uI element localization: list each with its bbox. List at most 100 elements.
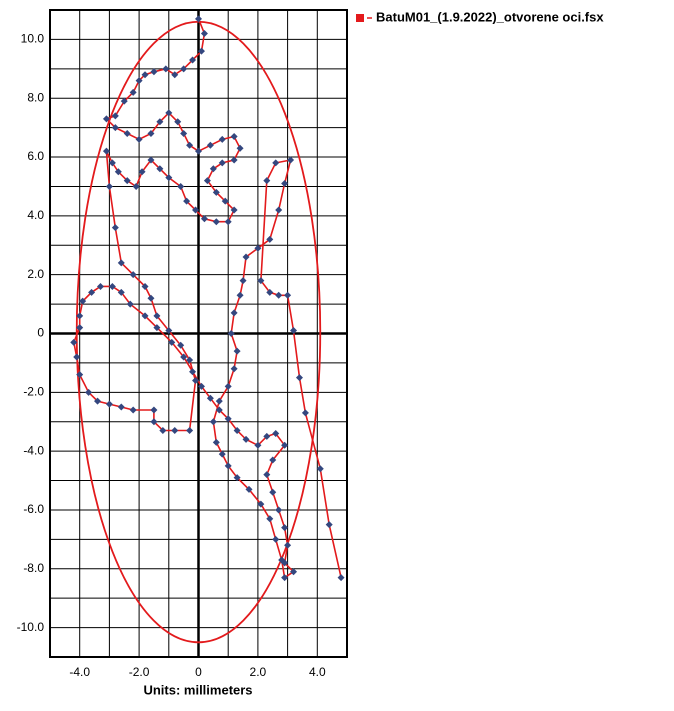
data-point (209, 418, 217, 426)
data-point (281, 524, 289, 532)
data-point (266, 235, 274, 243)
data-point (197, 47, 205, 55)
data-point (281, 180, 289, 188)
data-point (230, 206, 238, 214)
data-point (272, 535, 280, 543)
data-point (114, 168, 122, 176)
data-point (117, 403, 125, 411)
data-point (192, 206, 200, 214)
series-line (72, 18, 342, 579)
data-point (171, 427, 179, 435)
y-tick-label: 8.0 (27, 90, 44, 104)
data-point (236, 291, 244, 299)
data-point (102, 115, 110, 123)
data-point (337, 574, 345, 582)
data-point (129, 406, 137, 414)
data-point (132, 182, 140, 190)
data-point (295, 374, 303, 382)
data-point (117, 288, 125, 296)
data-point (73, 353, 81, 361)
data-point (266, 515, 274, 523)
data-point (174, 118, 182, 126)
data-point (123, 177, 131, 185)
data-point (284, 291, 292, 299)
data-point (111, 224, 119, 232)
data-point (227, 330, 235, 337)
legend-swatch (356, 14, 364, 22)
x-tick-label: 2.0 (250, 665, 267, 679)
data-point (96, 282, 104, 290)
data-point (254, 441, 262, 449)
data-point (236, 144, 244, 152)
data-point (212, 218, 220, 226)
data-point (242, 435, 250, 443)
data-point (245, 485, 253, 493)
data-point (165, 327, 173, 335)
data-point (281, 574, 289, 582)
data-point (215, 397, 223, 405)
data-point (316, 465, 324, 473)
data-point (230, 132, 238, 140)
grid (50, 10, 347, 657)
data-point (218, 450, 226, 458)
data-point (195, 15, 202, 23)
data-point (138, 168, 146, 176)
data-point (224, 382, 232, 390)
data-point (287, 156, 295, 164)
data-point (212, 438, 220, 446)
data-point (224, 218, 232, 226)
data-point (177, 182, 185, 190)
data-point (221, 197, 229, 205)
data-point (209, 165, 217, 173)
data-point (212, 188, 220, 196)
data-point (233, 427, 241, 435)
data-point (278, 556, 286, 564)
data-point (108, 282, 116, 290)
data-point (117, 259, 125, 267)
data-point (233, 474, 241, 482)
data-point (108, 159, 116, 167)
data-point (218, 159, 226, 167)
data-point (147, 130, 155, 138)
x-tick-label: 0 (195, 665, 202, 679)
data-point (129, 271, 137, 279)
data-point (275, 291, 283, 299)
data-point (192, 377, 200, 385)
data-point (290, 327, 298, 335)
data-point (275, 206, 283, 214)
data-point (186, 356, 194, 364)
data-point (111, 112, 119, 120)
y-tick-label: 10.0 (21, 32, 45, 46)
data-point (186, 141, 194, 149)
data-point (215, 406, 223, 414)
plot (70, 15, 345, 644)
data-point (153, 324, 161, 332)
data-point (126, 300, 134, 308)
data-point (156, 165, 164, 173)
data-point (242, 253, 250, 261)
data-point (263, 471, 271, 479)
data-point (203, 177, 211, 185)
data-point (189, 368, 197, 376)
data-point (171, 71, 179, 79)
data-point (290, 568, 298, 576)
data-point (141, 312, 149, 320)
data-point (266, 288, 274, 296)
data-point (141, 71, 149, 79)
data-point (200, 30, 208, 38)
data-point (224, 462, 232, 470)
data-point (200, 215, 208, 223)
y-tick-label: 6.0 (27, 149, 44, 163)
data-point (76, 312, 84, 320)
data-point (257, 277, 265, 285)
data-point (147, 294, 155, 302)
data-point (159, 427, 167, 435)
data-point (180, 353, 188, 361)
data-point (254, 244, 262, 252)
data-point (105, 182, 113, 190)
data-point (189, 56, 197, 64)
data-point (284, 541, 292, 549)
data-point (165, 109, 173, 117)
data-point (141, 282, 149, 290)
data-point (150, 406, 158, 414)
